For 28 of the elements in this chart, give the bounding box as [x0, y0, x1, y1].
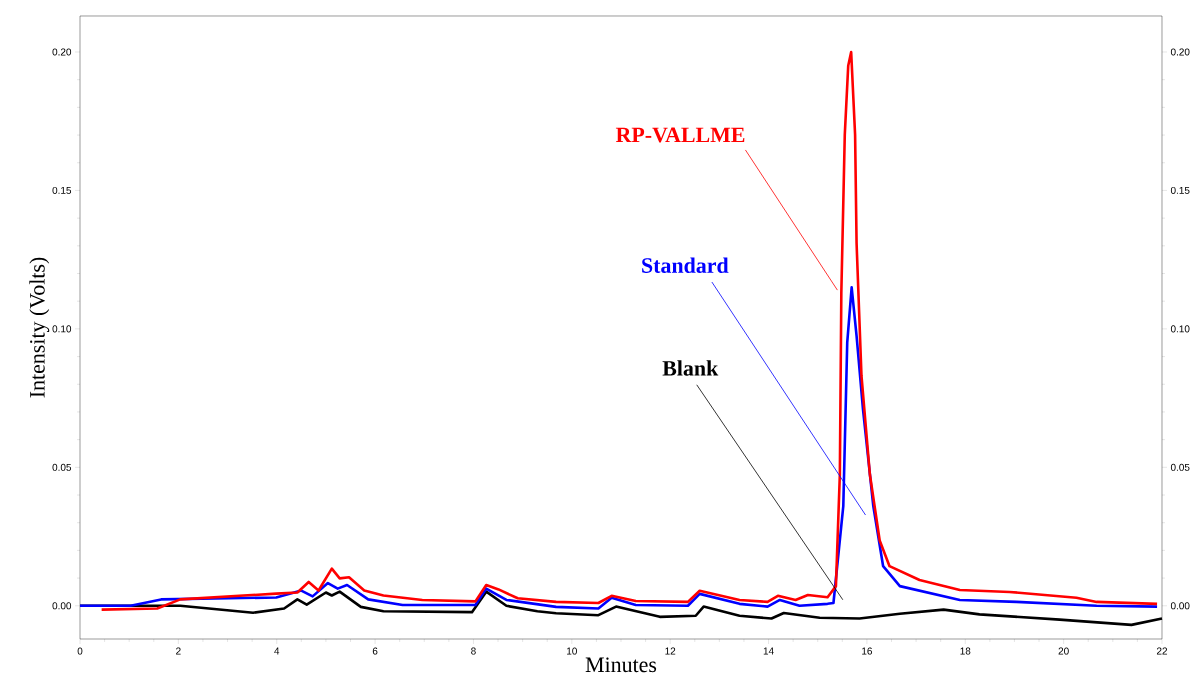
line-series — [100, 50, 1159, 611]
x-tick-label: 22 — [1156, 647, 1168, 655]
y-tick-label: 0.15 — [52, 186, 72, 194]
x-tick-label: 20 — [1058, 647, 1069, 655]
y2-tick-label: 0.20 — [1170, 48, 1190, 56]
text: RP-VALLME — [615, 127, 745, 143]
x-axis-title: Minutes — [585, 657, 657, 673]
x-tick-label: 10 — [567, 647, 577, 655]
text: Blank — [662, 360, 719, 376]
y2-tick-label: 0.05 — [1170, 463, 1190, 471]
x-tick-label: 2 — [176, 647, 181, 655]
y-tick-label: 0.00 — [52, 602, 72, 610]
y-tick-label: 0.10 — [52, 325, 72, 333]
x-tick-label: 4 — [274, 647, 280, 655]
x-tick-label: 14 — [763, 647, 774, 655]
x-tick-label: 18 — [960, 647, 971, 655]
y-tick-label: 0.05 — [52, 463, 72, 471]
x-tick-label: 8 — [471, 647, 476, 655]
y2-tick-label: 0.10 — [1170, 325, 1190, 333]
text: Standard — [642, 257, 729, 273]
x-tick-label: 0 — [77, 647, 83, 655]
y-axis-title: Intensity (Volts) — [29, 257, 50, 398]
x-tick-label: 16 — [862, 647, 873, 655]
y-tick-label: 0.20 — [52, 48, 72, 56]
y2-tick-label: 0.15 — [1170, 186, 1190, 194]
y2-tick-label: 0.00 — [1170, 602, 1190, 610]
x-tick-label: 12 — [665, 647, 676, 655]
x-tick-label: 6 — [372, 647, 378, 655]
